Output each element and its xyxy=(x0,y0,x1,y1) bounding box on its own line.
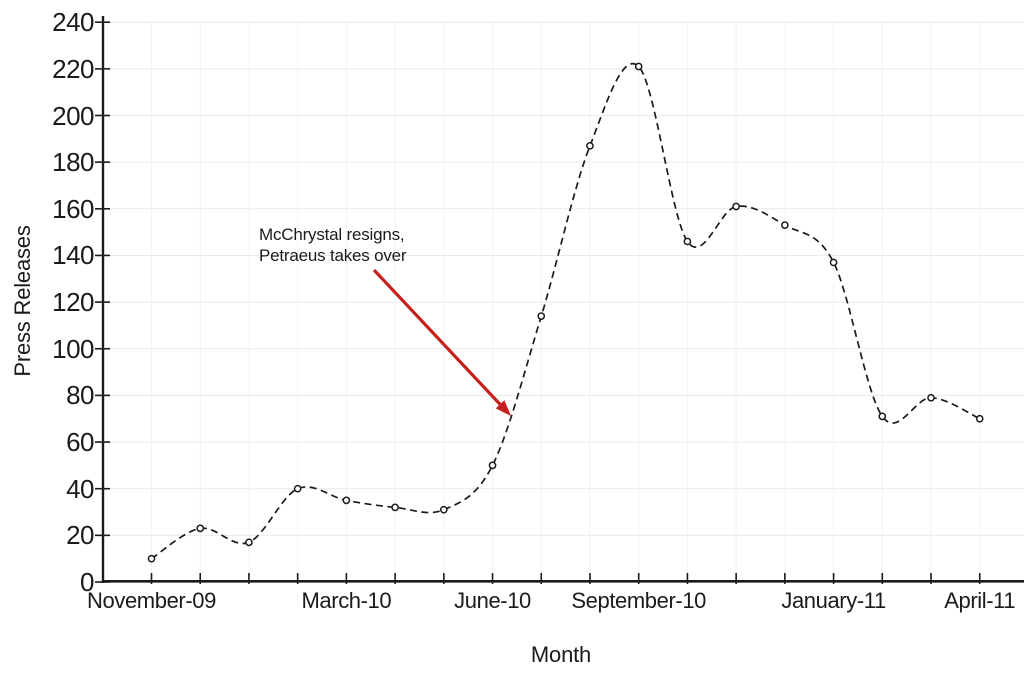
y-tick-label: 180 xyxy=(52,147,94,178)
y-tick-label: 200 xyxy=(52,100,94,131)
y-tick-label: 20 xyxy=(66,520,94,551)
data-point-marker xyxy=(245,538,253,547)
y-tick-label: 120 xyxy=(52,287,94,318)
event-annotation: McChrystal resigns, Petraeus takes over xyxy=(259,224,407,266)
data-point-marker xyxy=(634,62,643,71)
data-point-marker xyxy=(293,484,302,493)
y-tick-label: 100 xyxy=(52,333,94,364)
x-tick-label: June-10 xyxy=(454,588,531,613)
data-point-marker xyxy=(829,258,838,267)
data-point-marker xyxy=(391,503,399,512)
x-tick-label: January-11 xyxy=(781,588,886,613)
data-point-marker xyxy=(488,461,497,470)
annotation-line-2: Petraeus takes over xyxy=(259,246,407,265)
annotation-arrow-shaft xyxy=(372,268,504,409)
data-point-marker xyxy=(147,554,156,563)
data-point-marker xyxy=(927,393,935,402)
x-tick-label: March-10 xyxy=(301,588,392,613)
y-tick-label: 140 xyxy=(52,240,94,271)
data-point-marker xyxy=(781,221,789,229)
data-point-marker xyxy=(975,414,984,423)
series-line xyxy=(151,63,981,560)
data-point-marker xyxy=(537,312,546,320)
y-tick-label: 60 xyxy=(66,427,94,458)
x-axis-title: Month xyxy=(530,642,592,667)
data-point-marker xyxy=(342,496,351,505)
data-point-marker xyxy=(439,505,448,514)
y-tick-label: 160 xyxy=(52,193,94,224)
x-tick-label: November-09 xyxy=(87,588,216,613)
annotation-line-1: McChrystal resigns, xyxy=(259,225,405,244)
y-tick-label: 0 xyxy=(80,567,94,597)
y-tick-label: 80 xyxy=(66,380,94,411)
y-tick-label: 240 xyxy=(52,7,94,38)
data-point-marker xyxy=(196,524,205,533)
x-tick-label: April-11 xyxy=(944,588,1016,613)
y-tick-label: 40 xyxy=(66,473,94,504)
x-tick-label: September-10 xyxy=(571,588,706,613)
data-point-marker xyxy=(683,237,692,246)
annotation-arrow-head xyxy=(495,400,511,416)
data-point-marker xyxy=(586,141,594,150)
y-tick-label: 220 xyxy=(52,53,94,84)
data-point-marker xyxy=(878,412,887,421)
data-point-marker xyxy=(732,202,740,211)
